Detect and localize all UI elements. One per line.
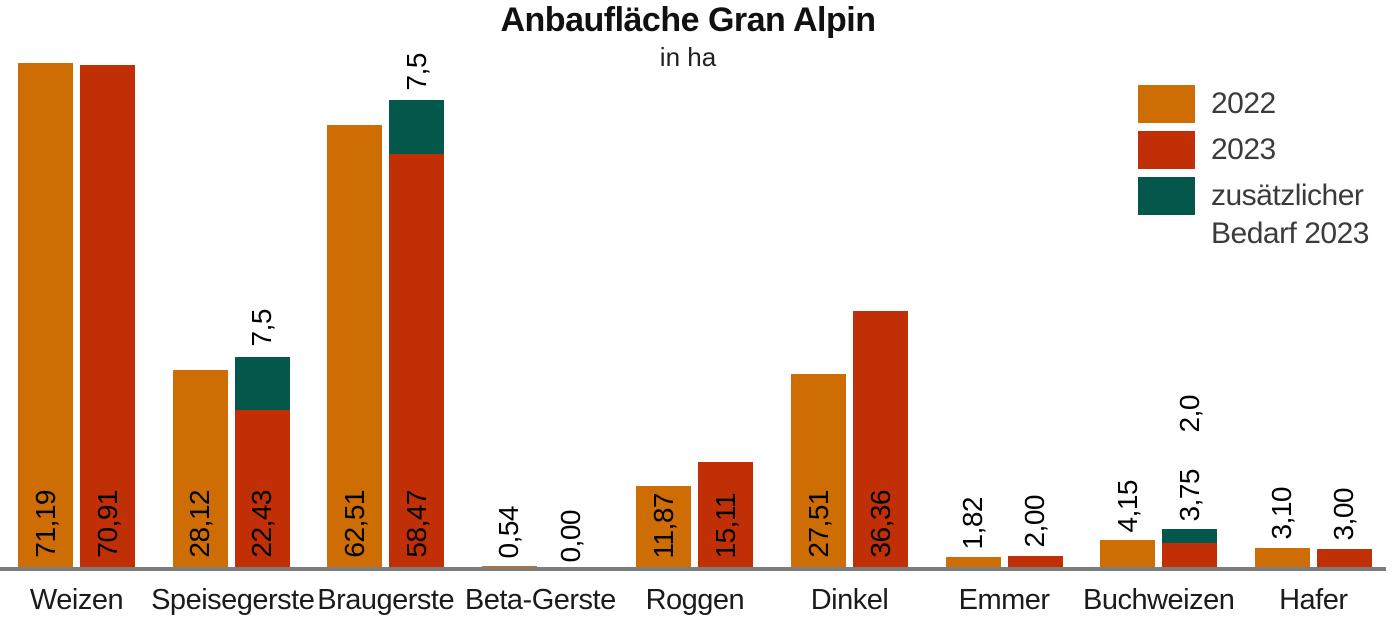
category-label-buchweizen: Buchweizen	[1083, 584, 1235, 616]
bar-2023-emmer	[1007, 555, 1063, 570]
chart-subtitle: in ha	[659, 42, 717, 72]
value-label-2023-hafer: 3,00	[1328, 488, 1360, 541]
bar-2023-speisegerste	[234, 410, 290, 570]
value-label-2023-braugerste: 58,47	[400, 490, 432, 558]
value-label-2022-roggen: 11,87	[647, 492, 679, 559]
legend-label-2023: 2023	[1211, 133, 1276, 166]
bar-2022-roggen	[636, 485, 692, 570]
bar-2023-hafer	[1316, 548, 1372, 570]
bar-2023-braugerste	[389, 153, 445, 570]
category-label-weizen: Weizen	[29, 584, 124, 616]
value-label-2022-weizen: 71,19	[29, 490, 61, 558]
value-label-2023-speisegerste: 22,43	[246, 490, 278, 558]
value-label-2022-dinkel: 27,51	[802, 490, 834, 558]
legend-swatch-2022	[1138, 85, 1195, 123]
value-label-2023-weizen: 70,91	[91, 490, 123, 558]
bar-2022-speisegerste	[172, 369, 228, 570]
x-axis-line	[0, 567, 1386, 571]
legend-swatch-2023	[1138, 131, 1195, 169]
bar-2022-hafer	[1254, 547, 1310, 570]
value-label-2023-beta-gerste: 0,00	[555, 509, 587, 563]
category-label-speisegerste: Speisegerste	[151, 584, 315, 616]
category-label-dinkel: Dinkel	[810, 584, 889, 616]
bar-extra-demand-braugerste	[389, 100, 445, 154]
bar-2023-weizen	[80, 65, 135, 570]
bar-2023-roggen	[698, 462, 754, 570]
legend-label-2022: 2022	[1211, 87, 1276, 120]
value-label-2023-buchweizen: 3,75	[1173, 468, 1205, 522]
category-label-roggen: Roggen	[645, 584, 745, 616]
bar-2023-dinkel	[853, 311, 908, 570]
value-label-2023-emmer: 2,00	[1019, 495, 1051, 548]
legend-item-2022: 2022	[1138, 85, 1396, 123]
value-label-2022-emmer: 1,82	[957, 496, 989, 550]
value-label-2022-buchweizen: 4,15	[1111, 479, 1143, 533]
value-label-2022-braugerste: 62,51	[338, 490, 370, 558]
category-label-braugerste: Braugerste	[317, 584, 455, 616]
chart-title: Anbaufläche Gran Alpin	[500, 1, 876, 39]
bar-2023-buchweizen	[1162, 543, 1218, 570]
value-label-2022-beta-gerste: 0,54	[493, 505, 525, 559]
bar-2022-dinkel	[791, 374, 846, 570]
category-label-hafer: Hafer	[1279, 584, 1348, 616]
bar-extra-demand-speisegerste	[234, 356, 290, 411]
legend-swatch-extra-demand	[1138, 177, 1195, 215]
value-label-extra-demand-speisegerste: 7,5	[246, 309, 278, 347]
bar-2022-weizen	[18, 63, 73, 570]
value-label-extra-demand-braugerste: 7,5	[400, 52, 432, 91]
bar-extra-demand-buchweizen	[1162, 529, 1218, 544]
value-label-2022-hafer: 3,10	[1266, 487, 1298, 540]
legend: 2022 2023 zusätzlicher Bedarf 2023	[1138, 85, 1396, 261]
bar-2022-buchweizen	[1100, 540, 1156, 570]
legend-label-extra-demand: zusätzlicher Bedarf 2023	[1211, 179, 1369, 250]
bar-2022-braugerste	[327, 124, 383, 570]
chart-header: Anbaufläche Gran Alpin in ha	[0, 0, 1376, 72]
bar-2022-emmer	[945, 557, 1001, 570]
value-label-2022-speisegerste: 28,12	[184, 490, 216, 558]
value-label-2023-dinkel: 36,36	[864, 490, 896, 558]
category-label-emmer: Emmer	[958, 584, 1050, 616]
category-label-beta-gerste: Beta-Gerste	[464, 584, 616, 616]
value-label-extra-demand-buchweizen: 2,0	[1173, 394, 1205, 433]
legend-item-extra-demand: zusätzlicher Bedarf 2023	[1138, 177, 1396, 253]
legend-item-2023: 2023	[1138, 131, 1396, 169]
value-label-2023-roggen: 15,11	[709, 492, 741, 559]
